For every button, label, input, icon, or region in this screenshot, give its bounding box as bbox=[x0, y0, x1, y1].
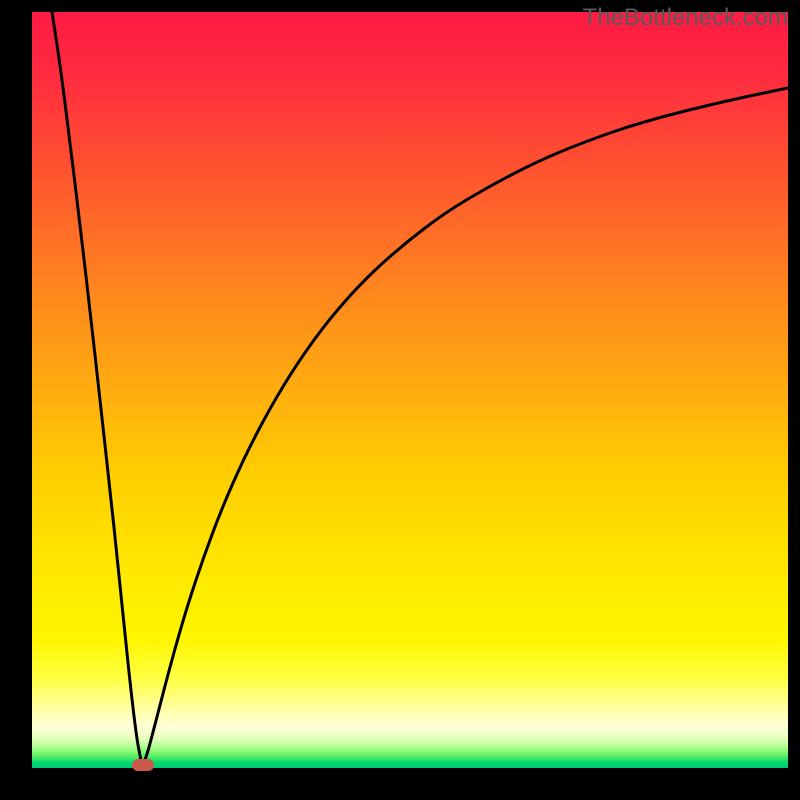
chart-container: TheBottleneck.com bbox=[0, 0, 800, 800]
optimum-marker bbox=[132, 759, 154, 771]
plot-area bbox=[32, 12, 788, 768]
watermark-text: TheBottleneck.com bbox=[583, 4, 788, 32]
bottleneck-curve bbox=[32, 12, 788, 768]
